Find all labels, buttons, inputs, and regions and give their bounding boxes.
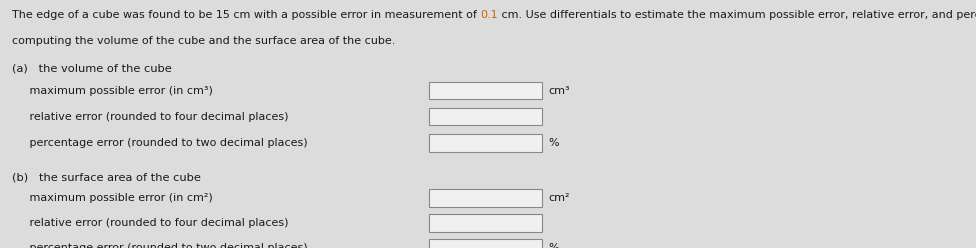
Text: The edge of a cube was found to be 15 cm with a possible error in measurement of: The edge of a cube was found to be 15 cm… — [12, 10, 480, 20]
Text: (b)   the surface area of the cube: (b) the surface area of the cube — [12, 172, 201, 182]
Text: percentage error (rounded to two decimal places): percentage error (rounded to two decimal… — [12, 243, 307, 248]
Text: percentage error (rounded to two decimal places): percentage error (rounded to two decimal… — [12, 138, 307, 148]
Text: relative error (rounded to four decimal places): relative error (rounded to four decimal … — [12, 112, 288, 122]
Text: computing the volume of the cube and the surface area of the cube.: computing the volume of the cube and the… — [12, 36, 395, 46]
FancyBboxPatch shape — [429, 189, 542, 207]
Text: 0.1: 0.1 — [480, 10, 498, 20]
Text: cm³: cm³ — [549, 86, 570, 95]
FancyBboxPatch shape — [429, 134, 542, 152]
Text: %: % — [549, 243, 559, 248]
Text: maximum possible error (in cm²): maximum possible error (in cm²) — [12, 193, 213, 203]
Text: cm. Use differentials to estimate the maximum possible error, relative error, an: cm. Use differentials to estimate the ma… — [498, 10, 976, 20]
FancyBboxPatch shape — [429, 108, 542, 125]
Text: relative error (rounded to four decimal places): relative error (rounded to four decimal … — [12, 218, 288, 228]
FancyBboxPatch shape — [429, 239, 542, 248]
Text: (a)   the volume of the cube: (a) the volume of the cube — [12, 63, 172, 73]
Text: %: % — [549, 138, 559, 148]
Text: maximum possible error (in cm³): maximum possible error (in cm³) — [12, 86, 213, 95]
FancyBboxPatch shape — [429, 82, 542, 99]
FancyBboxPatch shape — [429, 214, 542, 232]
Text: cm²: cm² — [549, 193, 570, 203]
